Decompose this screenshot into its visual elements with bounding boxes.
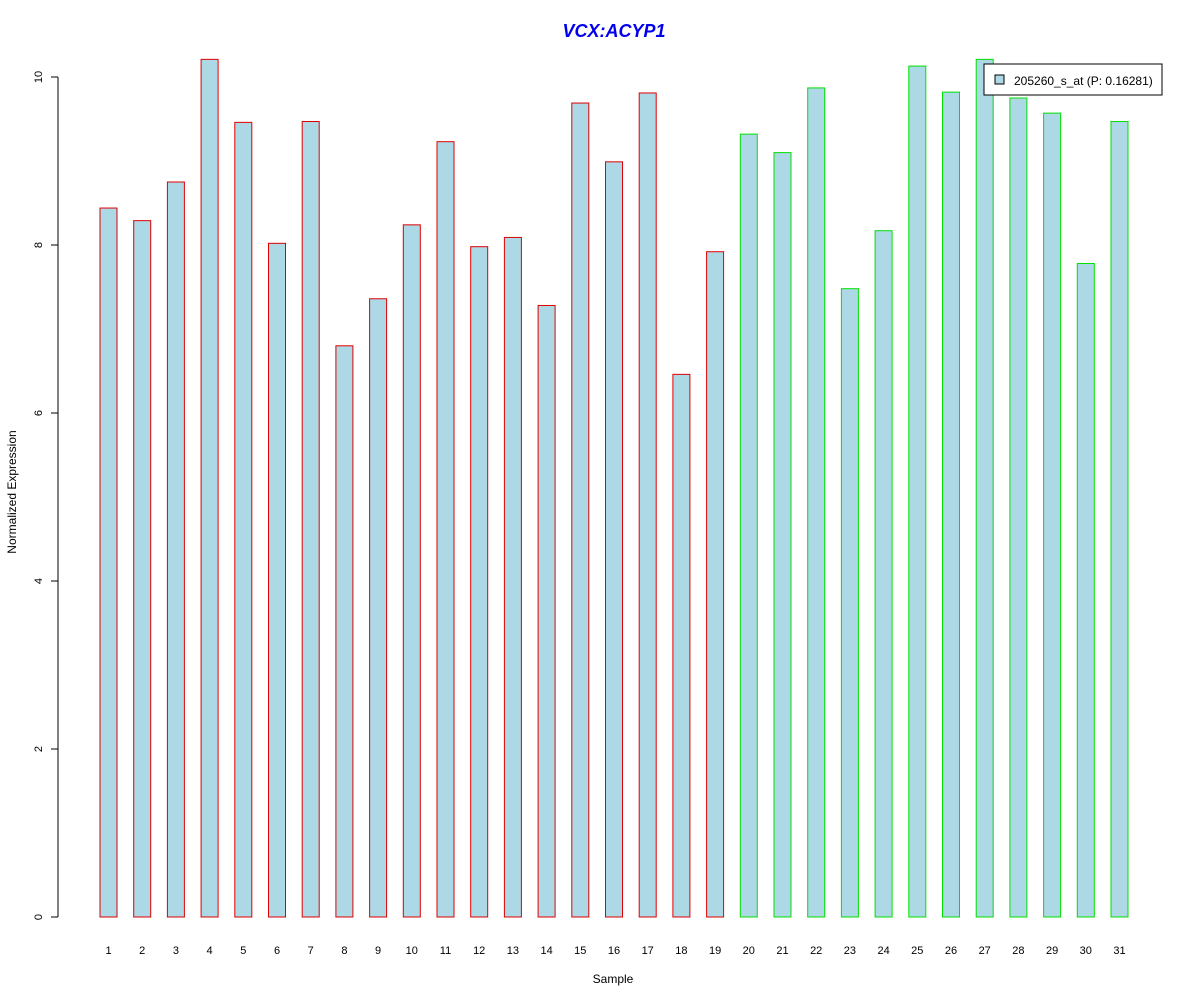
bar-sample-11 <box>436 141 455 918</box>
legend: 205260_s_at (P: 0.16281) <box>983 63 1163 96</box>
bar-sample-22 <box>807 87 826 918</box>
y-tick-label: 0 <box>33 914 45 920</box>
bar-sample-28 <box>1009 97 1028 918</box>
x-tick-label: 21 <box>776 945 788 957</box>
x-tick-label: 13 <box>507 945 519 957</box>
x-tick-label: 25 <box>911 945 923 957</box>
y-tick-label: 2 <box>33 746 45 752</box>
x-axis-label: Sample <box>593 972 634 986</box>
x-tick-label: 18 <box>675 945 687 957</box>
bar-sample-5 <box>234 121 253 918</box>
x-tick-label: 22 <box>810 945 822 957</box>
bar-sample-2 <box>133 220 152 918</box>
x-tick-label: 26 <box>945 945 957 957</box>
x-tick-label: 31 <box>1113 945 1125 957</box>
bar-sample-8 <box>335 345 354 918</box>
x-tick-label: 4 <box>207 945 213 957</box>
y-tick-label: 4 <box>33 578 45 584</box>
y-axis: 0 2 4 6 8 10 <box>33 71 59 920</box>
x-tick-label: 23 <box>844 945 856 957</box>
bar-sample-16 <box>605 161 623 918</box>
x-tick-label: 27 <box>979 945 991 957</box>
x-tick-label: 14 <box>540 945 552 957</box>
bar-sample-30 <box>1076 262 1095 918</box>
legend-swatch <box>994 74 1005 85</box>
x-tick-label: 10 <box>406 945 418 957</box>
bar-sample-20 <box>739 133 758 918</box>
bar-sample-25 <box>908 65 927 918</box>
x-tick-label: 9 <box>375 945 381 957</box>
x-tick-label: 17 <box>642 945 654 957</box>
bar-sample-13 <box>503 236 522 918</box>
bar-sample-1 <box>99 207 118 918</box>
x-tick-label: 12 <box>473 945 485 957</box>
x-tick-label: 19 <box>709 945 721 957</box>
legend-entry-label: 205260_s_at (P: 0.16281) <box>1014 74 1153 88</box>
bar-sample-24 <box>874 230 893 918</box>
x-tick-label: 24 <box>877 945 889 957</box>
x-tick-label: 3 <box>173 945 179 957</box>
legend-box <box>983 63 1163 96</box>
bar-sample-23 <box>840 288 859 918</box>
y-axis-label: Normalized Expression <box>5 430 19 553</box>
bar-sample-15 <box>571 102 590 918</box>
bar-sample-18 <box>672 373 691 918</box>
bar-sample-9 <box>369 298 388 918</box>
x-tick-label: 11 <box>440 945 451 957</box>
bar-sample-4 <box>200 58 219 918</box>
x-tick-label: 5 <box>240 945 246 957</box>
x-tick-label: 7 <box>308 945 314 957</box>
bar-sample-19 <box>706 251 725 918</box>
bar-sample-21 <box>773 152 792 918</box>
bar-sample-31 <box>1110 121 1129 918</box>
x-tick-label: 29 <box>1046 945 1058 957</box>
x-tick-label: 6 <box>274 945 280 957</box>
bar-sample-29 <box>1043 112 1062 918</box>
x-tick-label: 28 <box>1012 945 1024 957</box>
bar-sample-14 <box>537 304 556 918</box>
bar-sample-10 <box>402 224 421 918</box>
x-tick-label: 30 <box>1080 945 1092 957</box>
x-tick-label: 8 <box>341 945 347 957</box>
x-tick-label: 16 <box>608 945 620 957</box>
bar-sample-27 <box>975 58 994 918</box>
chart-title: VCX:ACYP1 <box>562 21 665 41</box>
x-tick-label: 1 <box>105 945 111 957</box>
bar-sample-7 <box>301 121 320 918</box>
x-tick-label: 2 <box>139 945 145 957</box>
x-tick-label: 15 <box>574 945 586 957</box>
x-tick-labels: 1 2 3 4 5 6 7 8 9 10 11 12 13 14 15 16 17 18 19 20 21 22 23 24 2… <box>105 945 1125 957</box>
x-tick-label: 20 <box>743 945 755 957</box>
bar-sample-3 <box>166 181 185 918</box>
y-tick-label: 10 <box>33 71 45 83</box>
y-tick-label: 6 <box>33 410 45 416</box>
bars <box>99 58 1129 918</box>
bar-sample-17 <box>638 92 657 918</box>
bar-sample-6 <box>268 242 286 918</box>
y-tick-label: 8 <box>33 242 45 248</box>
bar-sample-12 <box>470 246 489 918</box>
bar-sample-26 <box>942 91 960 918</box>
